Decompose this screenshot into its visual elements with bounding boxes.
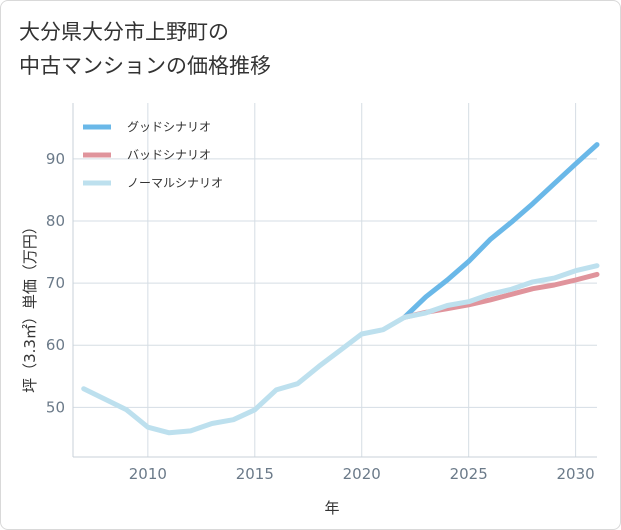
y-tick-label: 50 xyxy=(46,398,65,416)
legend-label-1: グッドシナリオ xyxy=(127,120,211,134)
x-tick-label: 2010 xyxy=(129,465,167,483)
series-line-1 xyxy=(402,142,600,320)
x-tick-label: 2015 xyxy=(236,465,274,483)
tick-labels: 2010 2015 2020 2025 2030 50 60 70 80 90 xyxy=(46,150,595,483)
y-tick-label: 70 xyxy=(46,274,65,292)
x-tick-label: 2020 xyxy=(343,465,381,483)
y-tick-label: 60 xyxy=(46,336,65,354)
x-tick-label: 2025 xyxy=(450,465,488,483)
legend-label-2: バッドシナリオ xyxy=(127,148,211,162)
gridlines xyxy=(73,103,597,457)
chart-title: 大分県大分市上野町の 中古マンションの価格推移 xyxy=(19,20,271,78)
y-tick-label: 90 xyxy=(46,150,65,168)
y-tick-label: 80 xyxy=(46,212,65,230)
series-line-3 xyxy=(81,263,600,436)
x-tick-label: 2030 xyxy=(557,465,595,483)
legend-label-3: ノーマルシナリオ xyxy=(127,176,223,190)
axes xyxy=(72,103,597,458)
series-lines xyxy=(81,142,600,436)
y-axis-label: 坪（3.3㎡）単価（万円） xyxy=(21,219,39,393)
x-axis-label: 年 xyxy=(324,499,339,517)
